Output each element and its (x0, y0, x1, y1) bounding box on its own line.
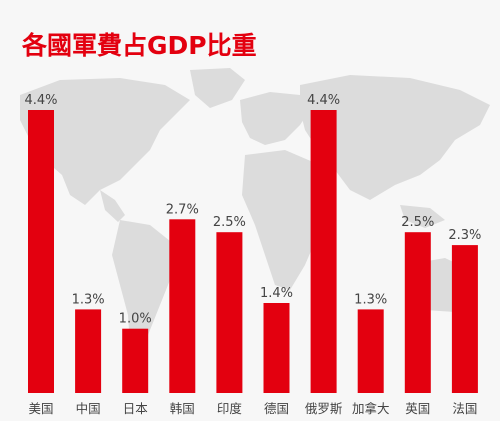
value-label-3: 2.7% (166, 202, 199, 217)
category-label-9: 法国 (452, 401, 477, 416)
map-greenland (190, 68, 245, 108)
map-north-america (20, 78, 190, 205)
bar-2 (122, 328, 149, 393)
map-south-america (112, 220, 175, 360)
chart-title: 各國軍費占GDP比重 (22, 31, 257, 60)
value-label-2: 1.0% (119, 312, 152, 327)
category-label-5: 德国 (264, 401, 289, 416)
category-labels-group: 美国 中国 日本 韩国 印度 德国 俄罗斯 加拿大 英国 法国 (28, 401, 477, 416)
map-central-america (100, 190, 125, 222)
bar-8 (404, 232, 431, 393)
bar-1 (75, 309, 102, 393)
category-label-8: 英国 (405, 401, 430, 416)
bar-5 (263, 303, 290, 393)
category-label-4: 印度 (217, 401, 243, 416)
map-asia (300, 75, 490, 200)
value-label-6: 4.4% (307, 93, 340, 108)
value-label-0: 4.4% (24, 93, 57, 108)
value-label-4: 2.5% (213, 215, 246, 230)
bar-9 (451, 245, 478, 393)
bar-0 (28, 110, 54, 393)
category-label-6: 俄罗斯 (305, 401, 343, 416)
category-label-2: 日本 (123, 401, 149, 416)
bar-3 (169, 219, 196, 393)
value-label-8: 2.5% (401, 215, 434, 230)
value-label-5: 1.4% (260, 286, 293, 301)
value-label-1: 1.3% (72, 292, 105, 307)
category-label-0: 美国 (28, 401, 53, 416)
value-label-9: 2.3% (448, 228, 481, 243)
category-label-7: 加拿大 (352, 401, 390, 416)
map-africa (242, 150, 330, 290)
bar-6 (310, 110, 337, 393)
bars-group (28, 110, 478, 393)
category-label-3: 韩国 (170, 401, 195, 416)
map-southeast-asia (400, 205, 445, 228)
map-europe (240, 92, 310, 145)
value-labels-group: 4.4% 1.3% 1.0% 2.7% 2.5% 1.4% 4.4% 1.3% 2.5% 2.3% (24, 93, 481, 327)
bar-4 (216, 232, 243, 393)
value-label-7: 1.3% (354, 292, 387, 307)
category-label-1: 中国 (76, 401, 101, 416)
bar-7 (357, 309, 384, 393)
